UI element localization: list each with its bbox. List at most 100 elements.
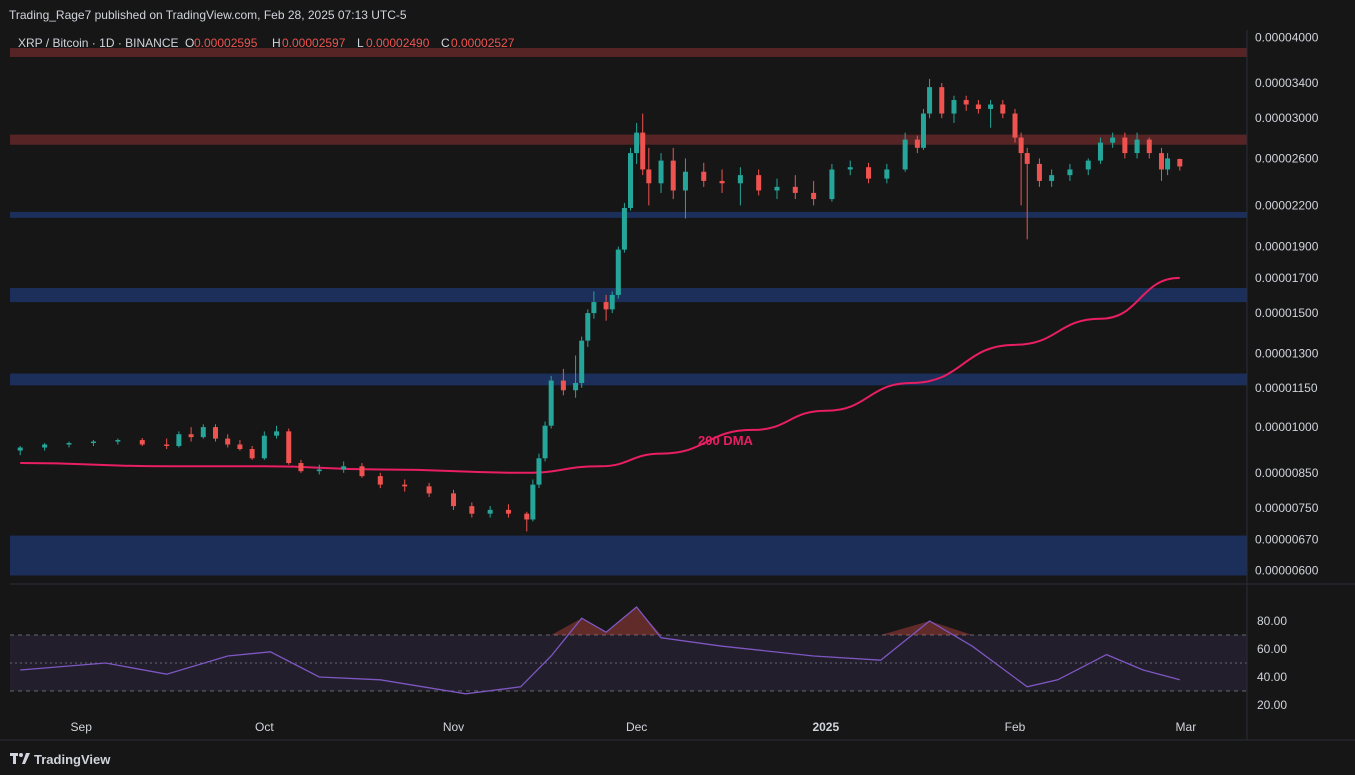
candle-body bbox=[1036, 163, 1042, 181]
candle-body bbox=[1049, 175, 1055, 181]
time-tick-label: 2025 bbox=[812, 720, 839, 734]
candle-34 bbox=[573, 355, 579, 398]
price-tick-label: 0.00003000 bbox=[1255, 111, 1319, 125]
candle-78 bbox=[1110, 132, 1116, 148]
candle-48 bbox=[682, 158, 688, 219]
candle-47 bbox=[670, 147, 676, 200]
candle-body bbox=[615, 249, 621, 295]
candle-68 bbox=[988, 100, 994, 128]
candle-74 bbox=[1049, 169, 1055, 187]
candle-body bbox=[426, 486, 432, 494]
support-zone-3 bbox=[10, 288, 1247, 303]
candle-body bbox=[530, 484, 536, 520]
candle-42 bbox=[628, 147, 634, 211]
candle-body bbox=[1158, 153, 1164, 170]
candle-body bbox=[298, 463, 304, 472]
candle-body bbox=[66, 443, 72, 445]
candle-53 bbox=[774, 178, 780, 200]
candle-body bbox=[640, 132, 646, 170]
candle-61 bbox=[914, 135, 920, 154]
candle-27 bbox=[505, 504, 511, 518]
candle-body bbox=[1165, 158, 1171, 170]
candle-31 bbox=[542, 421, 548, 462]
candle-body bbox=[621, 207, 627, 250]
candle-body bbox=[829, 169, 835, 200]
candle-21 bbox=[377, 472, 383, 489]
candle-body bbox=[628, 153, 634, 208]
price-tick-label: 0.00003400 bbox=[1255, 76, 1319, 90]
legend-low-value: 0.00002490 bbox=[366, 36, 430, 50]
candle-23 bbox=[426, 482, 432, 497]
candle-14 bbox=[261, 431, 267, 460]
candle-9 bbox=[200, 424, 206, 439]
candle-76 bbox=[1085, 158, 1091, 176]
support-zone-5 bbox=[10, 535, 1247, 576]
candle-body bbox=[914, 139, 920, 148]
candle-body bbox=[1122, 137, 1128, 154]
candle-body bbox=[377, 476, 383, 485]
candle-body bbox=[927, 87, 933, 114]
candle-body bbox=[1024, 153, 1030, 164]
candle-44 bbox=[640, 113, 646, 176]
price-tick-label: 0.00001900 bbox=[1255, 240, 1319, 254]
candle-body bbox=[505, 509, 511, 514]
price-tick-label: 0.00002600 bbox=[1255, 151, 1319, 165]
candle-24 bbox=[451, 489, 457, 510]
candle-body bbox=[402, 484, 408, 487]
candle-body bbox=[682, 171, 688, 191]
candle-6 bbox=[164, 438, 170, 450]
candle-body bbox=[213, 427, 219, 439]
ma-layer bbox=[20, 276, 1180, 474]
price-tick-label: 0.00001500 bbox=[1255, 306, 1319, 320]
candle-body bbox=[884, 169, 890, 179]
price-tick-label: 0.00004000 bbox=[1255, 30, 1319, 44]
candle-body bbox=[1000, 104, 1006, 114]
candle-body bbox=[866, 167, 872, 179]
candle-body bbox=[792, 186, 798, 193]
candle-body bbox=[737, 175, 743, 184]
price-tick-label: 0.00001150 bbox=[1255, 381, 1318, 395]
candle-body bbox=[200, 427, 206, 438]
footer-brand[interactable]: TradingView bbox=[10, 750, 110, 768]
candle-77 bbox=[1097, 137, 1103, 164]
candle-40 bbox=[615, 246, 621, 299]
candle-body bbox=[176, 434, 182, 447]
candle-body bbox=[1177, 158, 1183, 167]
candle-body bbox=[1067, 169, 1073, 176]
time-tick-label: Nov bbox=[443, 720, 464, 734]
legend-open-label: O bbox=[185, 36, 194, 50]
candle-body bbox=[1085, 160, 1091, 170]
candle-body bbox=[225, 438, 231, 445]
legend-symbol[interactable]: XRP / Bitcoin · 1D · BINANCE bbox=[18, 36, 179, 50]
candle-63 bbox=[927, 78, 933, 119]
candle-19 bbox=[341, 461, 347, 473]
rsi-tick-label: 80.00 bbox=[1257, 614, 1287, 628]
candle-13 bbox=[249, 446, 255, 460]
candle-body bbox=[237, 444, 243, 450]
legend-close-label: C bbox=[441, 36, 450, 50]
candle-39 bbox=[609, 291, 615, 314]
candle-58 bbox=[866, 162, 872, 184]
candle-12 bbox=[237, 440, 243, 451]
candle-71 bbox=[1018, 132, 1024, 206]
support-zone-4 bbox=[10, 373, 1247, 386]
candle-41 bbox=[621, 202, 627, 253]
candle-body bbox=[591, 302, 597, 314]
candle-body bbox=[573, 382, 579, 391]
rsi-line bbox=[20, 606, 1180, 695]
candle-body bbox=[524, 513, 530, 520]
support-zone-2 bbox=[10, 211, 1247, 218]
candle-25 bbox=[469, 502, 475, 518]
rsi-overbought-fill bbox=[551, 607, 973, 635]
ma-annotation: 200 DMA bbox=[698, 433, 754, 448]
resistance-zone-1 bbox=[10, 134, 1247, 145]
candle-body bbox=[719, 180, 725, 184]
candle-body bbox=[609, 294, 615, 310]
candle-body bbox=[1018, 137, 1024, 154]
candle-body bbox=[646, 169, 652, 184]
candle-54 bbox=[792, 175, 798, 200]
price-axis: 0.00004000 0.00003400 0.00003000 0.00002600… bbox=[1255, 30, 1319, 577]
candle-body bbox=[359, 466, 365, 477]
time-tick-label: Oct bbox=[255, 720, 274, 734]
